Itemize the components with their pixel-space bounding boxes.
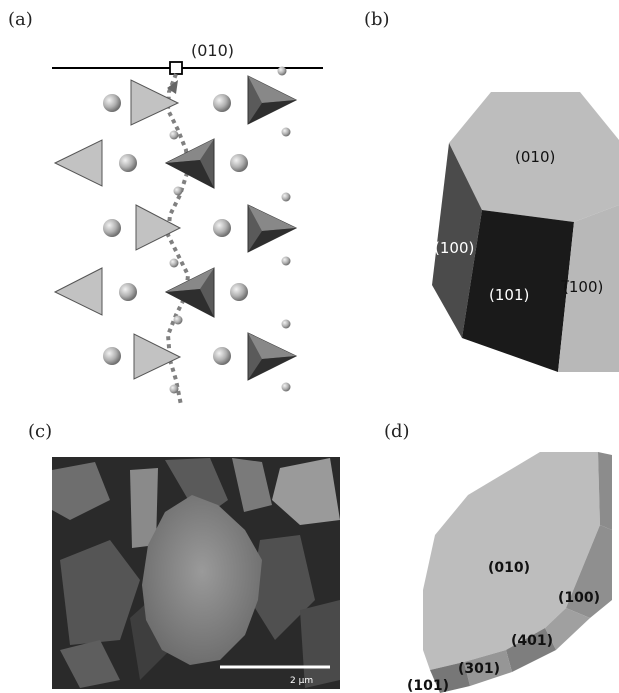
- small-sphere: [173, 315, 183, 325]
- sphere: [230, 154, 248, 172]
- small-sphere: [169, 130, 179, 140]
- light-triangle: [53, 267, 103, 316]
- crystal-face-010: [423, 452, 600, 670]
- sphere: [119, 154, 137, 172]
- panel-d-letter: (d): [384, 421, 410, 442]
- small-sphere: [281, 256, 291, 266]
- dark-pyramid: [247, 204, 298, 253]
- small-sphere: [281, 319, 291, 329]
- surface-marker: [169, 61, 183, 75]
- small-spheres: [169, 66, 291, 394]
- crystal-face-301b: [464, 650, 512, 686]
- dark-pyramid: [164, 267, 215, 318]
- crystal-face-401: [545, 608, 590, 650]
- small-sphere: [281, 127, 291, 137]
- plane-label-010: (010): [191, 41, 234, 60]
- face-label-101: (101): [489, 286, 529, 304]
- face-label-301: (301): [458, 661, 500, 677]
- sphere: [213, 219, 231, 237]
- small-sphere: [281, 382, 291, 392]
- panel-b-letter: (b): [364, 9, 390, 30]
- panel-d: (d) (010) (100) (401) (301) (101): [384, 421, 612, 693]
- crystal-face-100: [566, 525, 612, 618]
- panel-a: (a) (010): [8, 9, 323, 406]
- face-label-101: (101): [407, 678, 449, 693]
- sphere: [230, 283, 248, 301]
- face-label-100: (100): [558, 590, 600, 606]
- crystal-face-101: [462, 210, 574, 372]
- light-triangle: [53, 139, 103, 187]
- crystal-face-neg100: [558, 205, 619, 372]
- light-triangle: [135, 204, 182, 251]
- face-label-100: (100): [434, 239, 474, 257]
- panel-c-letter: (c): [28, 421, 52, 442]
- large-spheres: [103, 94, 248, 365]
- panel-b: (b) (010) (100) (101) (̅100): [364, 9, 619, 372]
- zigzag-path: [165, 73, 191, 406]
- sem-crystals: [52, 458, 340, 688]
- scale-bar-label: 2 μm: [290, 676, 313, 686]
- light-triangle: [133, 333, 182, 380]
- small-sphere: [277, 66, 287, 76]
- sphere: [103, 94, 121, 112]
- panel-a-letter: (a): [8, 9, 33, 30]
- crystal-face-side: [598, 452, 612, 530]
- sphere: [103, 219, 121, 237]
- arrowhead-icon: [167, 80, 178, 94]
- small-sphere: [281, 192, 291, 202]
- face-label-401: (401): [511, 633, 553, 649]
- light-triangle: [130, 79, 180, 126]
- panel-c: (c) 2 μm: [28, 421, 340, 689]
- sphere: [103, 347, 121, 365]
- small-sphere: [173, 186, 183, 196]
- crystal-face-301: [506, 628, 556, 672]
- dark-pyramid: [247, 75, 298, 125]
- face-label-neg100: (̅100): [561, 278, 603, 296]
- small-sphere: [169, 384, 179, 394]
- central-crystal: [142, 495, 262, 665]
- face-label-010: (010): [515, 148, 555, 166]
- sphere: [213, 94, 231, 112]
- dark-pyramid: [164, 138, 215, 189]
- crystal-face-101: [430, 662, 470, 693]
- sphere: [119, 283, 137, 301]
- small-sphere: [169, 258, 179, 268]
- crystal-face-100: [432, 143, 482, 338]
- face-label-010: (010): [488, 560, 530, 576]
- dark-pyramid: [247, 332, 298, 381]
- crystal-face-010: [449, 92, 619, 222]
- sphere: [213, 347, 231, 365]
